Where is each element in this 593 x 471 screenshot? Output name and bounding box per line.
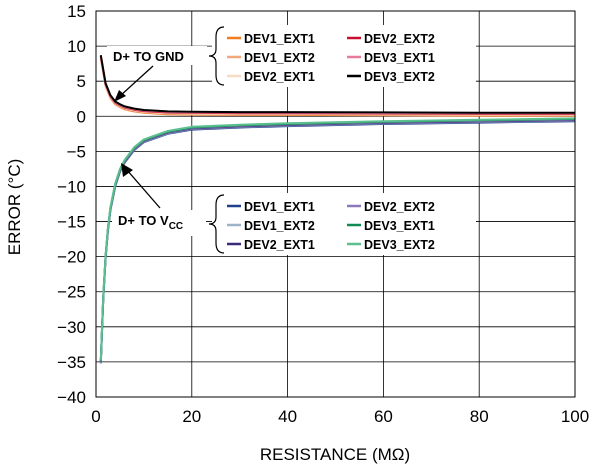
y-tick-label: 15: [67, 2, 86, 21]
annotation-vcc: D+ TO VCC: [112, 163, 206, 236]
series-line-gnd-dev3-ext2: [99, 55, 575, 114]
y-tick-label: −25: [57, 283, 86, 302]
legend-gnd-brace: [208, 26, 225, 86]
plot-area-border: [95, 10, 576, 398]
legend-label: DEV1_EXT2: [244, 51, 315, 65]
y-tick-label: −10: [57, 177, 86, 196]
y-tick-label: −30: [57, 318, 86, 337]
annotation-vcc-arrowhead: [121, 163, 133, 177]
annotation-vcc-background: [112, 210, 206, 236]
x-tick-label: 20: [182, 407, 201, 426]
series-lines: [99, 55, 576, 364]
legend-label: DEV1_EXT2: [244, 219, 315, 233]
x-tick-label: 40: [278, 407, 297, 426]
x-axis-title: RESISTANCE (MΩ): [260, 445, 410, 464]
annotation-gnd-background: [107, 46, 207, 65]
y-axis-title: ERROR (°C): [5, 159, 24, 256]
legend-gnd: DEV1_EXT1 DEV1_EXT2 DEV2_EXT1 DEV2_EXT2 DEV3…: [208, 25, 476, 87]
legend-label: DEV3_EXT1: [364, 219, 435, 233]
legend-label: DEV2_EXT1: [244, 238, 315, 252]
legend-gnd-background: [212, 25, 476, 87]
legend-label: DEV2_EXT2: [364, 200, 435, 214]
legend-label: DEV2_EXT2: [364, 32, 435, 46]
annotation-gnd-arrowhead: [114, 90, 126, 102]
y-tick-label: −5: [67, 142, 86, 161]
series-line-vcc-dev3-ext2: [99, 117, 576, 361]
legend-vcc: DEV1_EXT1 DEV1_EXT2 DEV2_EXT1 DEV2_EXT2 DEV3…: [208, 193, 476, 255]
y-tick-label: 10: [67, 37, 86, 56]
legend-label: DEV3_EXT2: [364, 70, 435, 84]
annotation-gnd-label: D+ TO GND: [113, 49, 184, 64]
annotation-vcc-arrow-line: [126, 169, 161, 209]
legend-vcc-background: [212, 193, 476, 255]
x-tick-label: 80: [470, 407, 489, 426]
y-tick-label: −40: [57, 388, 86, 407]
x-tick-label: 100: [561, 407, 589, 426]
annotation-gnd-arrow-line: [119, 65, 154, 97]
annotation-gnd: D+ TO GND: [107, 46, 207, 102]
y-tick-label: 0: [77, 107, 86, 126]
legend-label: DEV3_EXT1: [364, 51, 435, 65]
y-tick-label: −20: [57, 248, 86, 267]
legend-label: DEV1_EXT1: [244, 200, 315, 214]
legend-vcc-brace: [208, 194, 225, 254]
y-tick-labels: 15 10 5 0 −5 −10 −15 −20 −25 −30 −35 −40: [57, 2, 86, 407]
x-tick-label: 60: [374, 407, 393, 426]
x-tick-labels: 0 20 40 60 80 100: [91, 407, 589, 426]
y-tick-label: −15: [57, 213, 86, 232]
y-tick-label: 5: [77, 72, 86, 91]
legend-label: DEV1_EXT1: [244, 32, 315, 46]
y-tick-label: −35: [57, 353, 86, 372]
legend-label: DEV3_EXT2: [364, 238, 435, 252]
annotation-vcc-label: D+ TO VCC: [118, 213, 183, 232]
legend-label: DEV2_EXT1: [244, 70, 315, 84]
x-tick-label: 0: [91, 407, 100, 426]
